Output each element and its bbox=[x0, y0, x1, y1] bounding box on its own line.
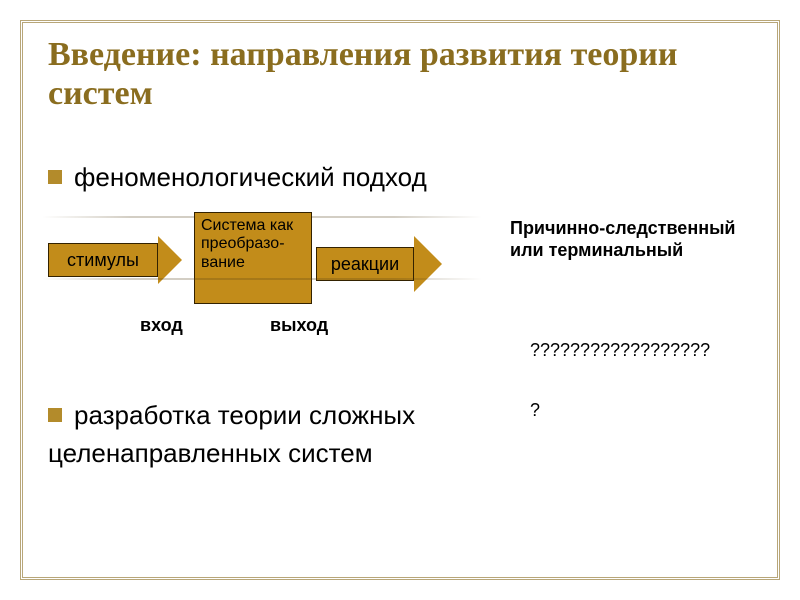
label-output: выход bbox=[270, 316, 340, 336]
arrow-head-icon bbox=[414, 236, 442, 292]
side-text-1: Причинно-следственный или терминальный bbox=[510, 218, 760, 261]
side-text-2: ?????????????????? bbox=[530, 340, 760, 362]
bullet-2-text: разработка теории сложных bbox=[74, 400, 415, 431]
bullet-2: разработка теории сложных bbox=[48, 400, 415, 431]
right-arrow-label: реакции bbox=[316, 247, 414, 281]
center-box: Система как преобразо-вание bbox=[194, 212, 312, 304]
arrow-head-icon bbox=[158, 236, 182, 284]
bullet-1: феноменологический подход bbox=[48, 162, 427, 193]
left-arrow-label: стимулы bbox=[48, 243, 158, 277]
right-arrow: реакции bbox=[316, 236, 442, 292]
left-arrow: стимулы bbox=[48, 236, 182, 284]
flow-diagram: стимулы Система как преобразо-вание реак… bbox=[48, 218, 478, 358]
bullet-1-text: феноменологический подход bbox=[74, 162, 427, 193]
shadow-line-bottom bbox=[42, 278, 482, 280]
bullet-icon bbox=[48, 170, 62, 184]
label-input: вход bbox=[140, 316, 190, 336]
bullet-icon bbox=[48, 408, 62, 422]
side-text-3: ? bbox=[530, 400, 760, 422]
page-title: Введение: направления развития теории си… bbox=[48, 35, 752, 113]
bullet-2-continuation: целенаправленных систем bbox=[48, 438, 373, 469]
